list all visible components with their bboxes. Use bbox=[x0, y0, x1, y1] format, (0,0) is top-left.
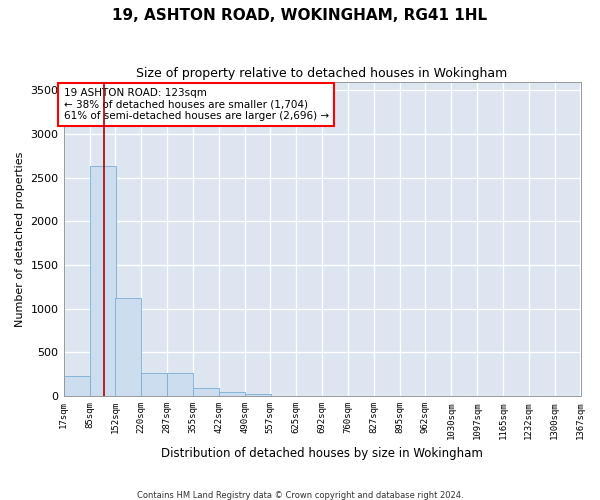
Bar bbox=[167, 372, 193, 396]
Title: Size of property relative to detached houses in Wokingham: Size of property relative to detached ho… bbox=[136, 68, 508, 80]
Bar bbox=[115, 298, 141, 396]
Text: 19, ASHTON ROAD, WOKINGHAM, RG41 1HL: 19, ASHTON ROAD, WOKINGHAM, RG41 1HL bbox=[112, 8, 488, 22]
Bar bbox=[89, 166, 116, 396]
Bar bbox=[141, 372, 167, 396]
Bar bbox=[193, 388, 219, 396]
Bar bbox=[64, 376, 89, 396]
Bar bbox=[218, 392, 245, 396]
Text: 19 ASHTON ROAD: 123sqm
← 38% of detached houses are smaller (1,704)
61% of semi-: 19 ASHTON ROAD: 123sqm ← 38% of detached… bbox=[64, 88, 329, 121]
Bar bbox=[245, 394, 271, 396]
X-axis label: Distribution of detached houses by size in Wokingham: Distribution of detached houses by size … bbox=[161, 447, 483, 460]
Y-axis label: Number of detached properties: Number of detached properties bbox=[15, 151, 25, 326]
Text: Contains HM Land Registry data © Crown copyright and database right 2024.: Contains HM Land Registry data © Crown c… bbox=[137, 490, 463, 500]
